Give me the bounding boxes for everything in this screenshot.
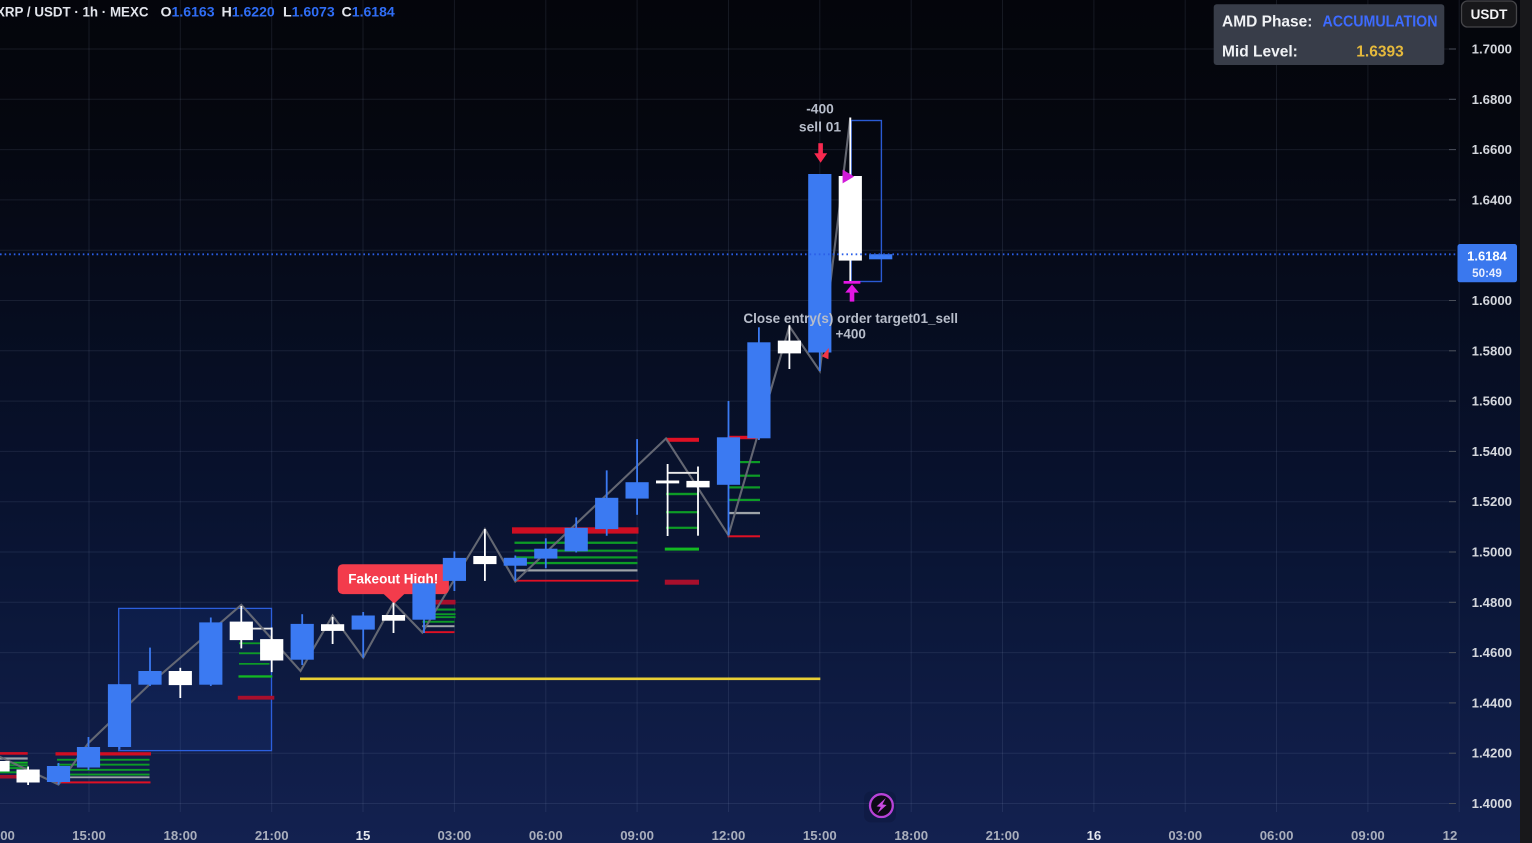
svg-text:1.4800: 1.4800: [1472, 595, 1512, 610]
svg-text:12:00: 12:00: [712, 828, 746, 843]
svg-text:03:00: 03:00: [438, 828, 472, 843]
svg-text:06:00: 06:00: [529, 828, 563, 843]
svg-text:16: 16: [1087, 828, 1102, 843]
svg-text:1.4000: 1.4000: [1472, 796, 1512, 811]
svg-text:12:00: 12:00: [0, 828, 15, 843]
svg-text:1.6600: 1.6600: [1472, 142, 1512, 157]
svg-text:-400: -400: [806, 101, 834, 116]
svg-text:1.5200: 1.5200: [1472, 494, 1512, 509]
svg-text:09:00: 09:00: [1351, 828, 1385, 843]
svg-text:1.4400: 1.4400: [1472, 695, 1512, 710]
svg-text:Close entry(s) order target01_: Close entry(s) order target01_sell: [743, 311, 958, 326]
svg-text:21:00: 21:00: [986, 828, 1020, 843]
svg-text:1.6800: 1.6800: [1472, 92, 1512, 107]
svg-text:1.6184: 1.6184: [1467, 248, 1508, 263]
svg-text:USDT: USDT: [1471, 7, 1509, 22]
svg-text:ACCUMULATION: ACCUMULATION: [1323, 13, 1438, 30]
svg-text:18:00: 18:00: [894, 828, 928, 843]
svg-text:1.6393: 1.6393: [1356, 44, 1404, 61]
svg-text:+400: +400: [835, 327, 865, 342]
svg-text:15:00: 15:00: [72, 828, 106, 843]
svg-text:1.6000: 1.6000: [1472, 293, 1512, 308]
svg-text:1.5800: 1.5800: [1472, 343, 1512, 358]
svg-text:1.5600: 1.5600: [1472, 394, 1512, 409]
svg-text:18:00: 18:00: [164, 828, 198, 843]
svg-text:1.7000: 1.7000: [1472, 42, 1512, 57]
svg-text:XRP / USDT · 1h · MEXC: XRP / USDT · 1h · MEXC: [0, 5, 149, 21]
svg-text:50:49: 50:49: [1472, 267, 1502, 280]
svg-text:Mid Level:: Mid Level:: [1222, 44, 1298, 61]
svg-text:1.4600: 1.4600: [1472, 645, 1512, 660]
svg-text:03:00: 03:00: [1168, 828, 1202, 843]
svg-text:1.5400: 1.5400: [1472, 444, 1512, 459]
svg-text:15: 15: [356, 828, 371, 843]
svg-text:1.6400: 1.6400: [1472, 192, 1512, 207]
svg-text:12: 12: [1443, 828, 1458, 843]
svg-text:1.5000: 1.5000: [1472, 545, 1512, 560]
svg-text:sell 01: sell 01: [799, 120, 842, 135]
svg-text:09:00: 09:00: [620, 828, 654, 843]
svg-text:06:00: 06:00: [1260, 828, 1294, 843]
svg-text:AMD Phase:: AMD Phase:: [1222, 13, 1312, 30]
svg-text:15:00: 15:00: [803, 828, 837, 843]
svg-text:21:00: 21:00: [255, 828, 289, 843]
svg-text:1.4200: 1.4200: [1472, 746, 1512, 761]
svg-text:Fakeout High!: Fakeout High!: [348, 571, 438, 586]
